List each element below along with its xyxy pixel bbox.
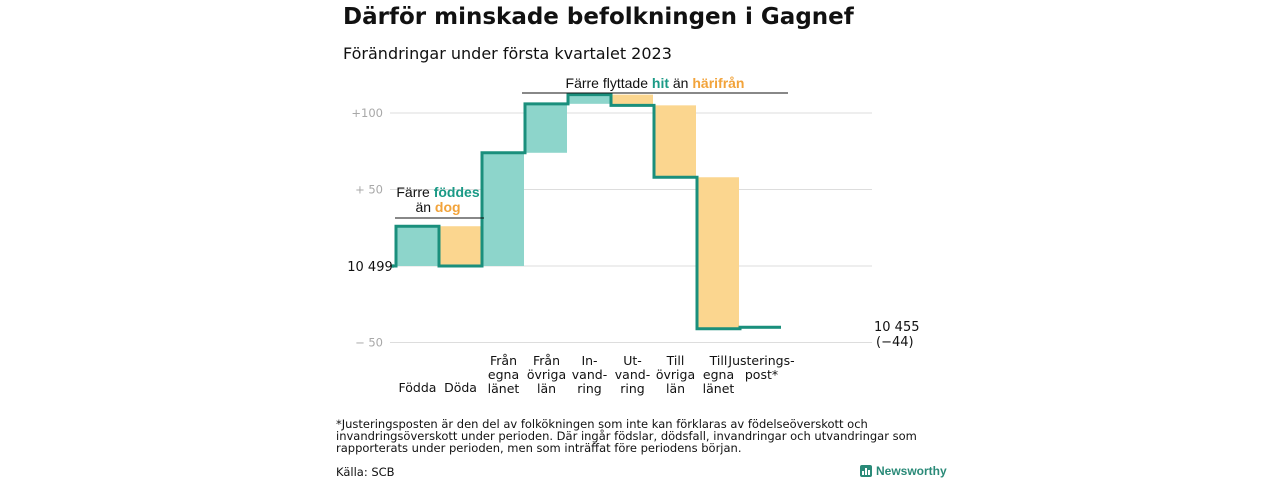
category-label: Från övriga län [527, 353, 566, 396]
category-label: Födda [399, 380, 437, 395]
step-line-path [393, 93, 781, 331]
category-label: Till egna länet [703, 353, 735, 396]
bar-utvandring [611, 94, 653, 106]
start-marker [391, 264, 395, 268]
category-label: Döda [444, 380, 477, 395]
newsworthy-logo-icon [860, 465, 872, 477]
migration-annotation: Färre flyttade hit än härifrån [522, 75, 788, 94]
category-label: Från egna länet [488, 353, 520, 396]
end-value-label: 10 455 [874, 320, 920, 335]
chart-title: Därför minskade befolkningen i Gagnef [343, 4, 854, 30]
category-label: Ut-vand-ring [615, 353, 650, 396]
bar-tillövrigalän [654, 105, 696, 178]
bar-födda [396, 226, 438, 266]
chart-subtitle: Förändringar under första kvartalet 2023 [343, 44, 672, 63]
category-label: In-vand-ring [572, 353, 607, 396]
births-annotation-line1: Färre föddes [396, 184, 479, 200]
bar-tillegnalänet [697, 177, 739, 329]
step-line [391, 93, 781, 331]
end-change-label: (−44) [876, 335, 914, 350]
bars [396, 94, 781, 329]
y-tick-label: + 50 [355, 183, 383, 197]
footnote: *Justeringsposten är den del av folkökni… [336, 417, 917, 455]
brand-name: Newsworthy [876, 464, 947, 478]
births-annotation-line2: än dog [415, 199, 460, 215]
source-label: Källa: SCB [336, 465, 395, 479]
start-value-label: 10 499 [347, 260, 393, 275]
bar-döda [439, 226, 481, 266]
bar-invandring [568, 94, 610, 104]
births-annotation: Färre föddes än dog [395, 184, 484, 219]
y-tick-label: − 50 [355, 336, 383, 350]
category-label: Justerings-post* [727, 353, 794, 382]
y-axis-ticks: +100 + 50 − 50 [351, 106, 383, 350]
brand-logo: Newsworthy [860, 464, 947, 478]
bar-frånegnalänet [482, 152, 524, 266]
migration-annotation-text: Färre flyttade hit än härifrån [566, 75, 745, 91]
category-label: Till övriga län [656, 353, 695, 396]
y-tick-label: +100 [351, 106, 383, 120]
bar-frånövrigalän [525, 103, 567, 153]
